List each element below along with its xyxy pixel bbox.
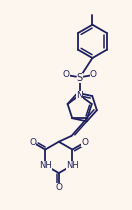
Text: O: O [62,70,70,79]
Text: O: O [81,138,88,147]
Text: N: N [76,91,83,100]
Text: O: O [90,70,97,79]
Text: O: O [29,138,36,147]
Text: NH: NH [39,161,52,170]
Text: O: O [55,183,62,192]
Text: S: S [77,73,83,83]
Text: NH: NH [66,161,79,170]
